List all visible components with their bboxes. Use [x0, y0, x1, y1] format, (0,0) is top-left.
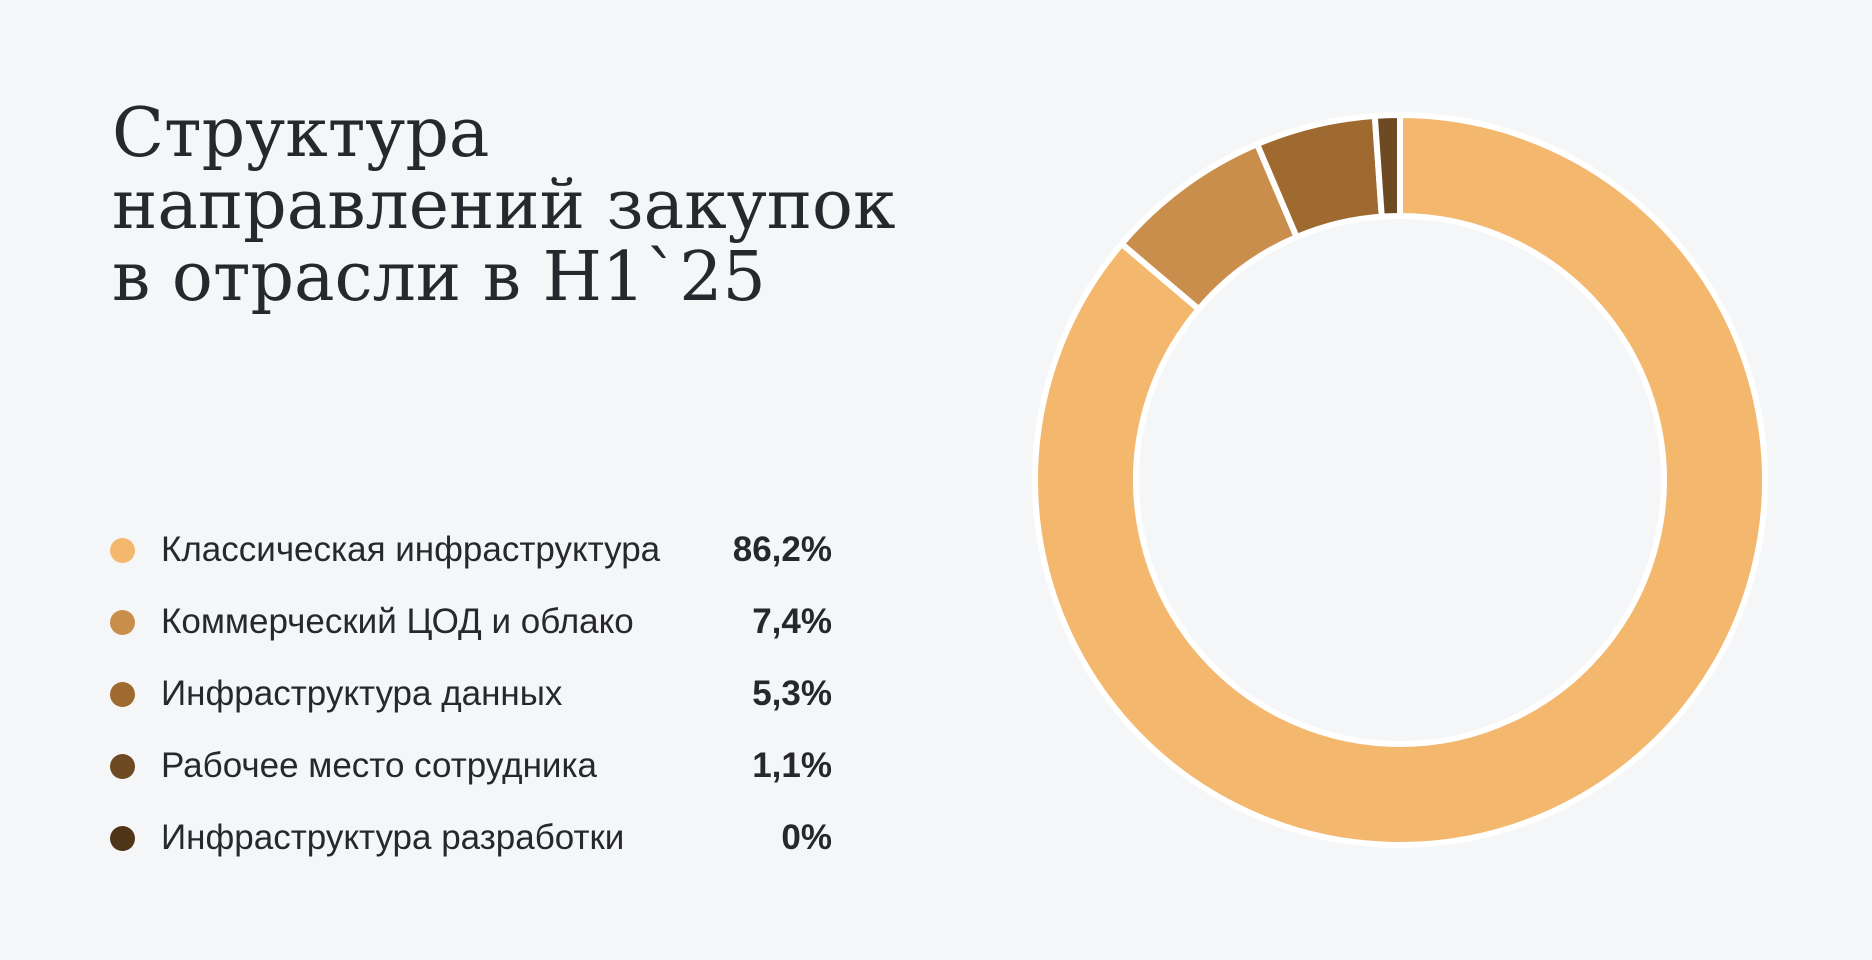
legend-label: Коммерческий ЦОД и облако: [161, 602, 634, 641]
legend-item-development-infrastructure: Инфраструктура разработки 0%: [110, 802, 832, 874]
legend-label: Инфраструктура разработки: [161, 818, 625, 857]
legend-label: Классическая инфраструктура: [161, 530, 661, 569]
legend-item-data-infrastructure: Инфраструктура данных 5,3%: [110, 658, 832, 730]
chart-title-line-1: Структура: [112, 94, 490, 173]
legend-label: Инфраструктура данных: [161, 674, 563, 713]
chart-title-line-2: направлений закупок: [112, 166, 896, 245]
legend-item-classic-infrastructure: Классическая инфраструктура 86,2%: [110, 514, 832, 586]
donut-slice-employee-workplace: [1371, 111, 1403, 220]
legend-label: Рабочее место сотрудника: [161, 746, 598, 785]
chart-title: Структура направлений закупок в отрасли …: [112, 94, 896, 317]
legend-swatch: [110, 753, 135, 779]
legend-value: 86,2%: [732, 530, 832, 569]
legend-item-commercial-dc-cloud: Коммерческий ЦОД и облако 7,4%: [110, 586, 832, 658]
legend-value: 5,3%: [752, 674, 832, 713]
chart-title-line-3: в отрасли в H1`25: [112, 238, 766, 317]
legend-value: 7,4%: [752, 602, 832, 641]
legend-swatch: [110, 681, 135, 707]
legend-swatch: [110, 825, 135, 851]
legend-item-employee-workplace: Рабочее место сотрудника 1,1%: [110, 730, 832, 802]
legend-value: 1,1%: [752, 746, 832, 785]
legend-swatch: [110, 537, 135, 563]
legend-value: 0%: [781, 818, 832, 857]
donut-chart: [1032, 111, 1768, 848]
donut-slice-classic-infrastructure: [1032, 111, 1768, 848]
legend-swatch: [110, 609, 135, 635]
chart-legend: Классическая инфраструктура 86,2% Коммер…: [110, 514, 832, 874]
